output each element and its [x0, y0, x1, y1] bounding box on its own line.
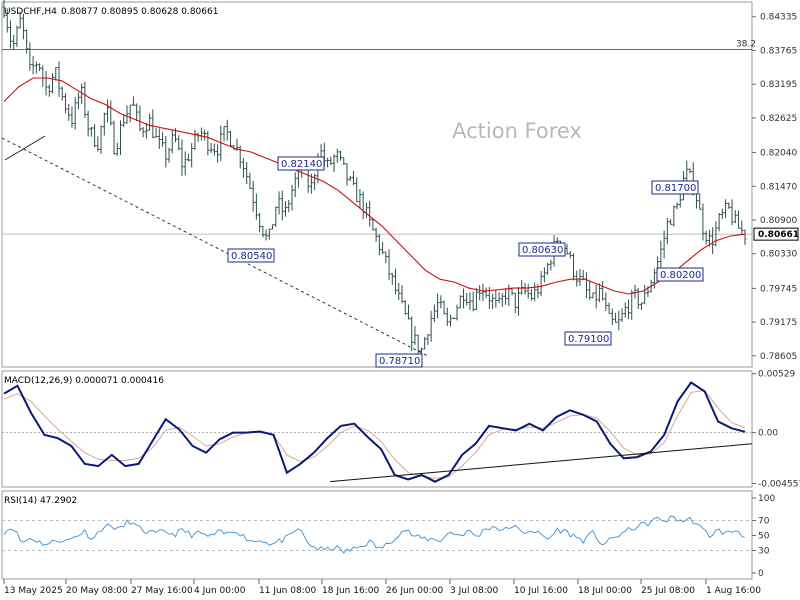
rsi-title: RSI(14) 47.2902	[4, 496, 77, 506]
rsi-panel[interactable]: 100 70 50 30 0 RSI(14) 47.2902	[1, 490, 775, 580]
price-tick-label: 0.84335	[760, 13, 797, 23]
swing-label: 0.82140	[277, 156, 325, 171]
price-tick-label: 0.82625	[760, 114, 797, 124]
swing-label: 0.78710	[375, 353, 423, 368]
macd-axis: 0.00529 0.00 -0.004557	[752, 370, 800, 489]
swing-label-text: 0.80540	[231, 251, 272, 262]
rsi-axis: 100 70 50 30 0	[752, 494, 775, 579]
watermark-text: Action Forex	[452, 119, 582, 143]
price-tick-label: 0.80900	[760, 216, 797, 226]
time-tick-label: 1 Aug 16:00	[706, 586, 761, 596]
time-tick-label: 27 May 16:00	[131, 586, 193, 596]
swing-label-text: 0.80630	[522, 245, 563, 256]
price-tick-label: 0.79745	[760, 284, 797, 294]
symbol-label: USDCHF,H4	[4, 7, 57, 17]
price-panel-frame	[1, 1, 753, 368]
price-tick-label: 0.83195	[760, 80, 797, 90]
swing-label-box	[564, 331, 612, 346]
rsi-tick-label: 70	[758, 517, 770, 527]
rsi-panel-frame	[1, 490, 753, 580]
price-axis: 0.84335 0.83765 0.83195 0.82625 0.82040 0.814…	[752, 13, 797, 362]
time-tick-label: 25 Jul 08:00	[641, 586, 695, 596]
swing-label: 0.80630	[518, 242, 566, 257]
price-tick-label: 0.78605	[760, 352, 797, 362]
current-price-box: 0.80661	[753, 227, 799, 241]
macd-trendline	[329, 443, 753, 483]
time-tick-label: 13 May 2025	[4, 586, 63, 596]
macd-tick-label: 0.00529	[758, 370, 795, 380]
time-tick-label: 18 Jun 16:00	[322, 586, 379, 596]
price-tick-label: 0.79175	[760, 318, 797, 328]
macd-signal-line	[3, 389, 746, 479]
time-tick-label: 26 Jun 00:00	[386, 586, 443, 596]
price-tick-label: 0.83765	[760, 46, 797, 56]
swing-label-box	[656, 267, 704, 282]
swing-label-text: 0.81700	[655, 183, 696, 194]
time-tick-label: 3 Jul 08:00	[450, 586, 499, 596]
swing-label: 0.81700	[651, 180, 699, 195]
swing-label-box	[518, 242, 566, 257]
rsi-tick-label: 30	[758, 547, 770, 557]
price-tick-label: 0.81470	[760, 182, 797, 192]
time-tick-label: 10 Jul 16:00	[514, 586, 568, 596]
swing-label: 0.79100	[564, 331, 612, 346]
swing-label-text: 0.79100	[568, 334, 609, 345]
price-panel[interactable]: Action Forex 0.84335 0.83765 0.83195 0.8262…	[1, 0, 799, 368]
ohlc-label: 0.80877 0.80895 0.80628 0.80661	[61, 7, 218, 17]
descending-trendline	[1, 137, 429, 357]
swing-label-box	[651, 180, 699, 195]
swing-label: 0.80200	[656, 267, 704, 282]
rsi-line	[3, 515, 746, 554]
time-tick-label: 20 May 08:00	[66, 586, 128, 596]
macd-tick-label: -0.004557	[758, 479, 800, 489]
swing-labels: 0.82140 0.80540 0.78710 0.80630 0.79100 0.817…	[227, 156, 704, 368]
macd-panel-frame	[1, 370, 753, 488]
macd-tick-label: 0.00	[758, 429, 778, 439]
time-tick-label: 11 Jun 08:00	[259, 586, 316, 596]
rsi-tick-label: 50	[758, 532, 770, 542]
macd-panel[interactable]: 0.00529 0.00 -0.004557 MACD(12,26,9) 0.000…	[1, 370, 800, 490]
rsi-tick-label: 0	[758, 569, 764, 579]
swing-label-text: 0.82140	[281, 159, 322, 170]
fib-38-label: 38.2	[736, 40, 756, 50]
swing-label-text: 0.80200	[660, 270, 701, 281]
swing-label-box	[375, 353, 423, 368]
price-tick-label: 0.82040	[760, 149, 797, 159]
macd-title: MACD(12,26,9) 0.000071 0.000416	[4, 376, 164, 386]
moving-average-line	[3, 77, 746, 295]
swing-label-box	[227, 248, 275, 263]
current-price-text: 0.80661	[758, 230, 799, 240]
time-tick-label: 4 Jun 00:00	[194, 586, 246, 596]
time-axis: 13 May 2025 20 May 08:00 27 May 16:00 4 Jun…	[3, 579, 761, 596]
trendline-arrow	[4, 135, 46, 161]
rsi-tick-label: 100	[758, 494, 775, 504]
swing-label-text: 0.78710	[379, 356, 420, 367]
price-tick-label: 0.80330	[760, 250, 797, 260]
swing-label-box	[277, 156, 325, 171]
swing-label: 0.80540	[227, 248, 275, 263]
time-tick-label: 18 Jul 00:00	[578, 586, 632, 596]
